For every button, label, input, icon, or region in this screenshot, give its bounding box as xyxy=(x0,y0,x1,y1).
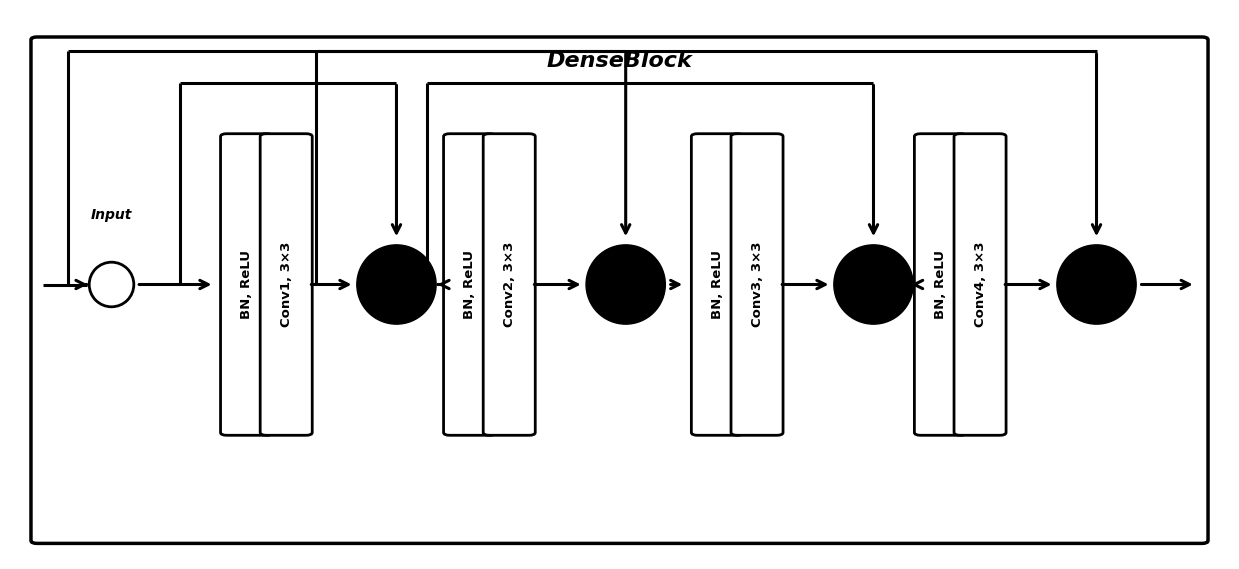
Text: BN, ReLU: BN, ReLU xyxy=(240,250,253,319)
FancyBboxPatch shape xyxy=(260,134,312,435)
Text: Conv1, 3×3: Conv1, 3×3 xyxy=(280,242,292,327)
FancyBboxPatch shape xyxy=(691,134,743,435)
Ellipse shape xyxy=(1057,245,1136,324)
FancyBboxPatch shape xyxy=(954,134,1006,435)
FancyBboxPatch shape xyxy=(221,134,273,435)
Text: Input: Input xyxy=(90,208,133,222)
Ellipse shape xyxy=(357,245,436,324)
Text: Conv3, 3×3: Conv3, 3×3 xyxy=(751,242,763,327)
Ellipse shape xyxy=(834,245,913,324)
FancyBboxPatch shape xyxy=(731,134,783,435)
FancyBboxPatch shape xyxy=(31,37,1208,543)
FancyBboxPatch shape xyxy=(914,134,966,435)
Text: Conv4, 3×3: Conv4, 3×3 xyxy=(974,242,986,327)
Text: BN, ReLU: BN, ReLU xyxy=(463,250,476,319)
FancyBboxPatch shape xyxy=(483,134,535,435)
Text: BN, ReLU: BN, ReLU xyxy=(711,250,724,319)
FancyBboxPatch shape xyxy=(444,134,496,435)
Ellipse shape xyxy=(89,262,134,307)
Text: Conv2, 3×3: Conv2, 3×3 xyxy=(503,242,515,327)
Text: DenseBlock: DenseBlock xyxy=(546,51,693,71)
Text: BN, ReLU: BN, ReLU xyxy=(934,250,947,319)
Ellipse shape xyxy=(586,245,665,324)
